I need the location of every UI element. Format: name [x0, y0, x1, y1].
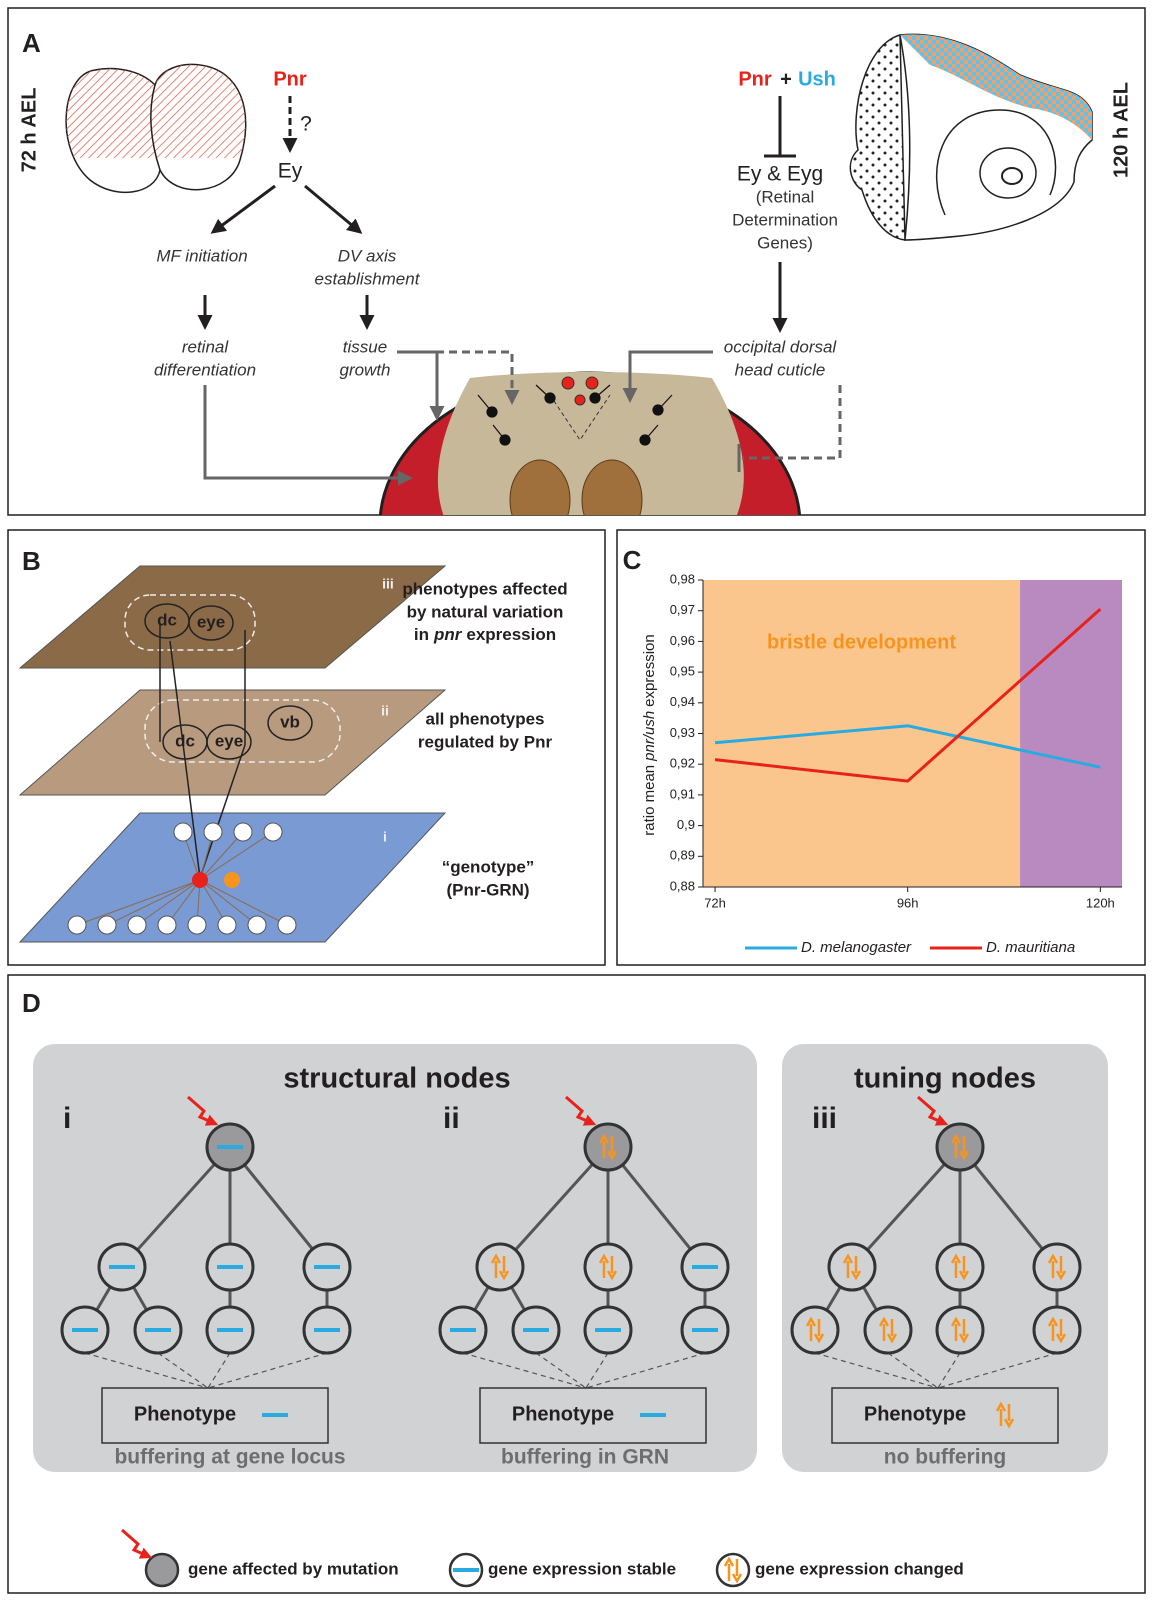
mutation-bolt: [122, 1530, 150, 1557]
y-tick-label: 0,92: [670, 756, 695, 771]
stage-label: 72 h AEL: [18, 88, 40, 173]
x-tick-label: 120h: [1086, 895, 1115, 910]
group-title: structural nodes: [283, 1063, 510, 1095]
process-label: DV axis: [338, 246, 397, 265]
case-numeral: iii: [812, 1102, 837, 1135]
layer-text: all phenotypes: [425, 709, 544, 728]
case-caption: buffering in GRN: [501, 1446, 669, 1469]
y-tick-label: 0,94: [670, 694, 695, 709]
figure: A 72 h AEL 120 h AEL Pnr? Ey MF initiation DV …: [0, 0, 1153, 1601]
process-label: differentiation: [154, 360, 256, 379]
gene-node: [585, 1244, 631, 1290]
gene-label: Pnr: [738, 68, 772, 90]
x-tick-label: 96h: [897, 895, 919, 910]
region-label: bristle development: [767, 631, 956, 653]
legend-changed: [717, 1554, 749, 1586]
phenotype-label: Phenotype: [864, 1403, 966, 1425]
legend-label: gene affected by mutation: [188, 1559, 399, 1578]
gene-label: Ush: [798, 68, 836, 90]
layer-numeral: i: [383, 829, 387, 845]
phase-region: [1020, 580, 1122, 887]
mutated-gene: [937, 1124, 983, 1170]
gene-node: [865, 1307, 911, 1353]
gene-note: Determination: [732, 210, 838, 229]
gene-node: [477, 1244, 523, 1290]
phenotype-node: dc: [175, 731, 195, 750]
case-numeral: ii: [443, 1102, 460, 1135]
y-axis-label: ratio mean pnr/ush expression: [641, 634, 658, 835]
gene-node: [937, 1244, 983, 1290]
y-tick-label: 0,97: [670, 602, 695, 617]
gene-label: +: [780, 68, 792, 90]
panel-label: C: [623, 545, 642, 575]
case-caption: buffering at gene locus: [114, 1446, 345, 1469]
process-label: establishment: [315, 269, 421, 288]
legend-label: D. mauritiana: [986, 939, 1075, 956]
y-tick-label: 0,91: [670, 786, 695, 801]
x-tick-label: 72h: [704, 895, 726, 910]
process-label: MF initiation: [156, 246, 247, 265]
gene-label: Ey: [278, 160, 303, 183]
case-caption: no buffering: [884, 1446, 1006, 1469]
phenotype-label: Phenotype: [134, 1403, 236, 1425]
gene-node: [1034, 1244, 1080, 1290]
legend-mutated: [146, 1554, 178, 1586]
y-tick-label: 0,98: [670, 571, 695, 586]
layer-text: by natural variation: [407, 602, 564, 621]
gene-note: (Retinal: [756, 187, 815, 206]
text-part: pnr/ush: [641, 711, 658, 762]
layer-text: “genotype”: [442, 857, 535, 876]
gene-label: Pnr: [273, 68, 307, 90]
panel-label: A: [22, 28, 41, 58]
y-tick-label: 0,96: [670, 633, 695, 648]
legend-label: D. melanogaster: [801, 939, 912, 956]
text-part: expression: [466, 625, 556, 644]
y-tick-label: 0,95: [670, 664, 695, 679]
legend-label: gene expression changed: [755, 1559, 964, 1578]
layer-numeral: iii: [382, 576, 394, 592]
text-part: ratio mean: [641, 765, 658, 836]
phenotype-node: eye: [197, 612, 225, 631]
panel-label: D: [22, 988, 41, 1018]
layer-text: (Pnr-GRN): [446, 880, 529, 899]
phenotype-node: eye: [215, 731, 243, 750]
phenotype-node: dc: [157, 610, 177, 629]
y-tick-label: 0,93: [670, 725, 695, 740]
gene-label: Ey & Eyg: [737, 163, 823, 186]
question-mark: ?: [300, 113, 312, 136]
text-part: expression: [641, 634, 658, 707]
text-part: in: [414, 625, 429, 644]
legend-label: gene expression stable: [488, 1559, 676, 1578]
gene-node: [829, 1244, 875, 1290]
gene-node: [1034, 1307, 1080, 1353]
process-label: retinal: [182, 337, 230, 356]
mutated-gene: [585, 1124, 631, 1170]
phase-region: [703, 580, 1020, 887]
gene-note: Genes): [757, 233, 813, 252]
layer-text: phenotypes affected: [402, 579, 567, 598]
y-tick-label: 0,9: [677, 817, 695, 832]
process-label: occipital dorsal: [724, 337, 838, 356]
panel-label: B: [22, 546, 41, 576]
text-part: pnr: [433, 625, 463, 644]
case-numeral: i: [63, 1102, 71, 1135]
layer-numeral: ii: [381, 703, 389, 719]
y-tick-label: 0,89: [670, 848, 695, 863]
layer-text: regulated by Pnr: [418, 732, 553, 751]
group-title: tuning nodes: [854, 1063, 1036, 1095]
stage-label: 120 h AEL: [1110, 82, 1132, 178]
process-label: growth: [339, 360, 390, 379]
gene-node: [937, 1307, 983, 1353]
process-label: head cuticle: [735, 360, 826, 379]
panel-b-art: [20, 566, 445, 942]
gene-node: [792, 1307, 838, 1353]
y-tick-label: 0,88: [670, 878, 695, 893]
process-label: tissue: [343, 337, 387, 356]
phenotype-label: Phenotype: [512, 1403, 614, 1425]
layer-text: inpnrexpression: [414, 625, 556, 644]
phenotype-node: vb: [280, 712, 300, 731]
